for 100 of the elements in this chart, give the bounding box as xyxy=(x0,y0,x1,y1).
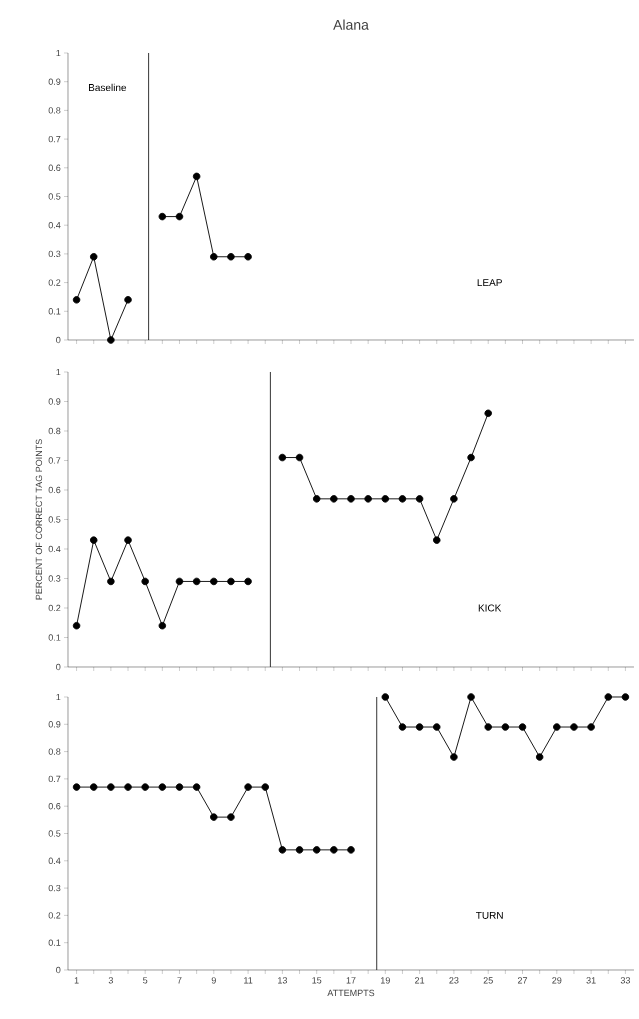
x-tick-label: 3 xyxy=(108,977,113,984)
point xyxy=(278,846,287,854)
point xyxy=(604,693,613,701)
point xyxy=(158,783,167,791)
point xyxy=(347,495,355,503)
point xyxy=(72,296,81,304)
point xyxy=(570,723,578,731)
point xyxy=(107,336,115,344)
point xyxy=(364,495,372,503)
point xyxy=(244,577,252,586)
y-tick-label: 0.2 xyxy=(48,912,61,919)
point xyxy=(72,621,81,630)
y-tick-label: 0.3 xyxy=(48,575,61,582)
y-tick-label: 0.6 xyxy=(48,803,61,810)
point xyxy=(398,495,407,503)
point xyxy=(415,723,424,731)
chart-title: Alana xyxy=(333,19,369,30)
x-tick-label: 11 xyxy=(244,977,253,984)
point xyxy=(72,783,81,791)
x-tick-label: 19 xyxy=(380,977,390,984)
y-tick-label: 0.1 xyxy=(48,308,61,315)
point xyxy=(484,409,492,418)
annotation: LEAP xyxy=(477,279,502,287)
point xyxy=(244,253,252,261)
y-tick-label: 0.4 xyxy=(48,857,61,864)
point xyxy=(312,495,321,503)
y-tick-label: 0.5 xyxy=(48,516,61,523)
point xyxy=(210,253,218,261)
point xyxy=(553,723,561,731)
y-tick-label: 0.4 xyxy=(48,545,61,553)
point xyxy=(484,723,492,731)
point xyxy=(433,536,441,544)
point xyxy=(175,783,184,791)
y-tick-label: 0.9 xyxy=(48,78,61,85)
y-tick-label: 0.4 xyxy=(48,222,61,229)
point xyxy=(450,753,458,761)
y-tick-label: 0.8 xyxy=(48,748,61,755)
annotation: KICK xyxy=(478,604,502,612)
point xyxy=(312,846,321,854)
point xyxy=(501,723,510,731)
point xyxy=(89,536,98,544)
x-tick-label: 27 xyxy=(517,977,528,984)
y-tick-label: 0 xyxy=(56,336,61,344)
point xyxy=(107,577,115,586)
point xyxy=(89,253,98,261)
x-tick-label: 13 xyxy=(278,977,287,984)
y-tick-label: 0.7 xyxy=(48,457,61,464)
x-tick-label: 25 xyxy=(483,977,493,984)
y-tick-label: 0.7 xyxy=(48,775,61,783)
y-tick-label: 0.6 xyxy=(48,164,61,171)
point xyxy=(330,846,338,854)
annotation: Baseline xyxy=(88,83,127,92)
y-tick-label: 0.5 xyxy=(48,830,61,837)
x-tick-label: 5 xyxy=(143,977,148,984)
point xyxy=(621,693,630,701)
point xyxy=(227,577,235,586)
point xyxy=(124,296,132,304)
y-tick-label: 0.5 xyxy=(48,193,61,200)
y-tick-label: 0.8 xyxy=(48,427,61,435)
y-tick-label: 0.1 xyxy=(48,634,61,641)
y-tick-label: 1 xyxy=(56,368,61,376)
point xyxy=(175,212,184,221)
point xyxy=(244,783,252,791)
point xyxy=(330,495,338,503)
point xyxy=(398,723,407,731)
point xyxy=(467,453,475,462)
point xyxy=(535,753,544,761)
point xyxy=(192,172,201,181)
point xyxy=(381,495,390,503)
y-tick-label: 0 xyxy=(56,663,61,671)
point xyxy=(89,783,98,791)
y-tick-label: 0.6 xyxy=(48,486,61,494)
x-tick-label: 23 xyxy=(449,977,459,984)
point xyxy=(295,846,304,854)
point xyxy=(124,783,132,791)
point xyxy=(192,783,201,791)
x-tick-label: 17 xyxy=(346,977,356,984)
y-tick-label: 0.2 xyxy=(48,279,61,286)
point xyxy=(381,693,390,701)
point xyxy=(141,577,149,586)
point xyxy=(295,453,304,462)
y-tick-label: 0 xyxy=(56,966,61,974)
point xyxy=(175,577,184,586)
x-tick-label: 7 xyxy=(177,977,182,984)
x-tick-label: 15 xyxy=(312,977,322,984)
y-tick-label: 0.3 xyxy=(48,250,61,258)
point xyxy=(587,723,595,731)
y-tick-label: 0.1 xyxy=(48,939,61,946)
point xyxy=(124,536,132,544)
point xyxy=(210,813,218,821)
point xyxy=(158,212,167,221)
point xyxy=(210,577,218,586)
point xyxy=(227,813,235,821)
point xyxy=(192,577,201,586)
y-tick-label: 1 xyxy=(56,49,61,57)
y-tick-label: 0.7 xyxy=(48,135,61,143)
point xyxy=(415,495,424,503)
point xyxy=(433,723,441,731)
y-tick-label: 0.2 xyxy=(48,604,61,612)
y-tick-label: 1 xyxy=(56,693,61,701)
